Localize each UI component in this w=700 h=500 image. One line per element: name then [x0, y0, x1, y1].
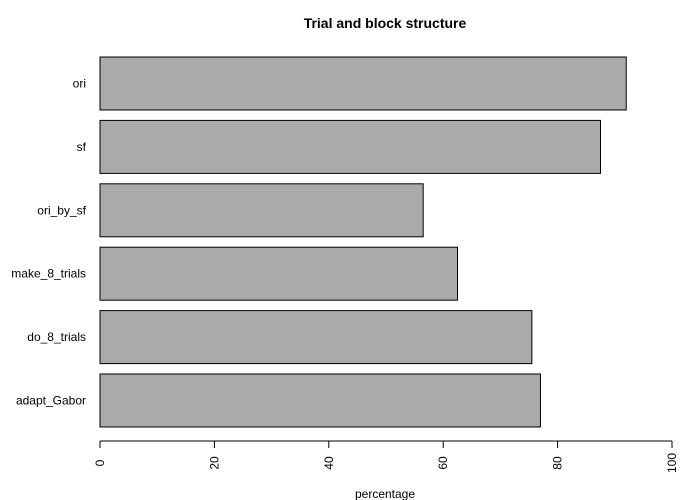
bar-adapt_Gabor [99, 373, 541, 428]
category-label: do_8_trials [27, 330, 86, 344]
bar-ori [99, 56, 627, 111]
bars-group [99, 56, 627, 428]
category-labels: ori sf ori_by_sf make_8_trials do_8_trialsad… [11, 77, 86, 408]
x-axis-ticks: 0 20 40 60 80 100 [93, 441, 679, 473]
x-tick-label: 60 [436, 456, 450, 470]
category-label: ori_by_sf [37, 203, 86, 217]
category-label: sf [77, 140, 87, 154]
category-label: make_8_trials [11, 267, 86, 281]
x-axis-label: percentage [355, 487, 415, 500]
bar-make_8_trials [99, 246, 458, 301]
x-tick-label: 0 [93, 459, 107, 466]
x-tick-label: 20 [207, 456, 221, 470]
category-label: ori [73, 77, 86, 91]
bar-do_8_trials [99, 310, 533, 365]
x-tick-label: 80 [551, 456, 565, 470]
bar-ori_by_sf [99, 183, 424, 238]
x-tick-label: 100 [665, 453, 679, 473]
category-label: adapt_Gabor [16, 394, 86, 408]
bar-sf [99, 119, 601, 174]
chart-title: Trial and block structure [304, 15, 467, 31]
x-tick-label: 40 [322, 456, 336, 470]
